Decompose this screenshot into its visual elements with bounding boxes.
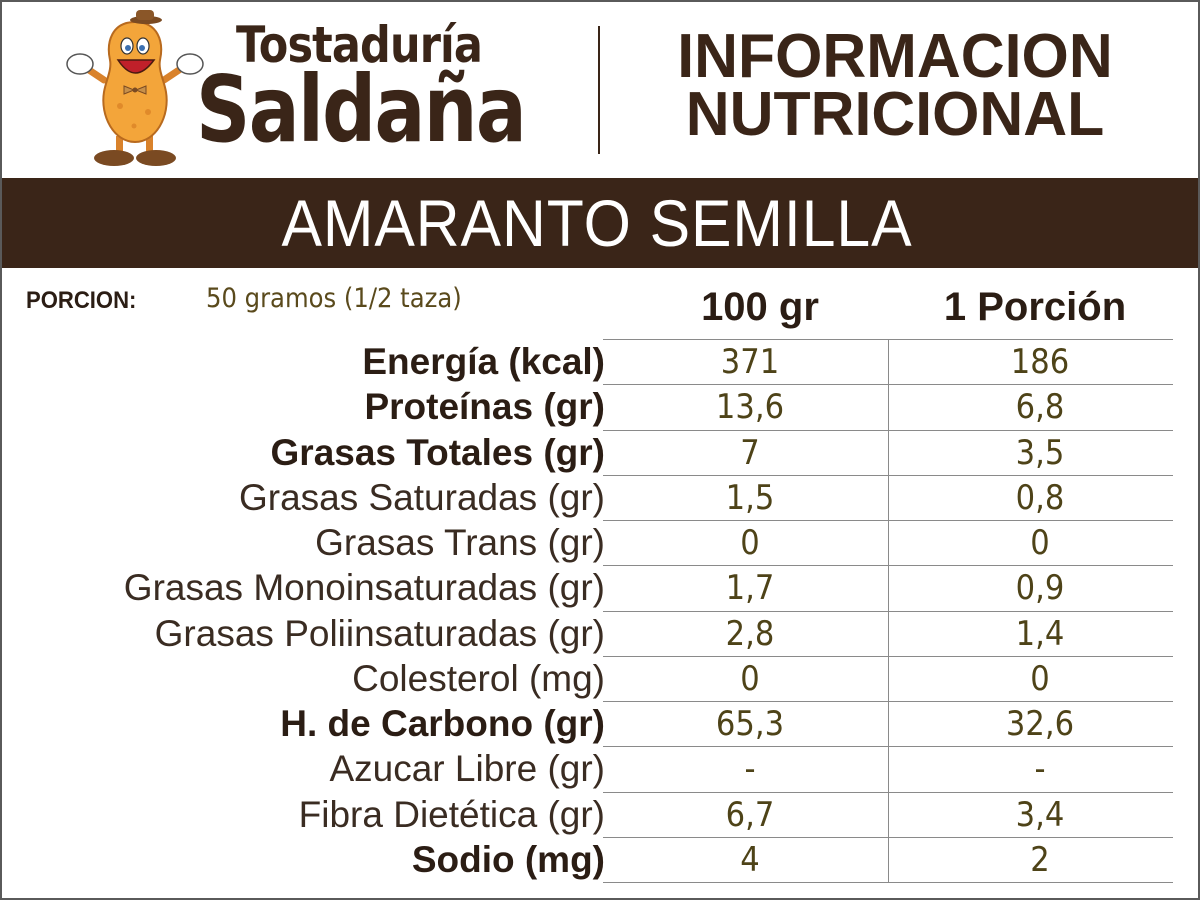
nutrient-label: Energía (kcal) xyxy=(362,341,605,382)
column-header-portion: 1 Porción xyxy=(943,285,1127,329)
peanut-mascot-icon xyxy=(66,10,204,166)
table-row: H. de Carbono (gr) 65,3 32,6 xyxy=(0,701,1200,746)
nutrient-label: Grasas Saturadas (gr) xyxy=(238,476,605,518)
brand-name-top: Tostaduría xyxy=(236,16,483,74)
column-separator xyxy=(888,339,889,882)
value-per-100: 2,8 xyxy=(725,613,775,654)
nutrient-label: Colesterol (mg) xyxy=(352,657,605,699)
portion-value: 50 gramos (1/2 taza) xyxy=(206,283,462,314)
value-per-portion: 0,8 xyxy=(1015,477,1065,518)
table-row: Proteínas (gr) 13,6 6,8 xyxy=(0,384,1200,429)
table-row: Grasas Totales (gr) 7 3,5 xyxy=(0,429,1200,475)
value-per-portion: 1,4 xyxy=(1015,613,1065,654)
value-per-portion: - xyxy=(1034,749,1046,790)
table-row: Grasas Monoinsaturadas (gr) 1,7 0,9 xyxy=(0,565,1200,610)
nutrition-table: Energía (kcal) 371 186 Proteínas (gr) 13… xyxy=(0,339,1200,882)
value-per-100: 1,7 xyxy=(725,568,775,609)
portion-label: PORCION: xyxy=(26,287,137,314)
product-name: AMARANTO SEMILLA xyxy=(281,186,913,260)
table-row: Energía (kcal) 371 186 xyxy=(0,339,1200,384)
value-per-portion: 186 xyxy=(1010,342,1070,382)
brand-name-main: Saldaña xyxy=(196,56,527,163)
table-row: Grasas Trans (gr) 0 0 xyxy=(0,520,1200,565)
table-bottom-rule xyxy=(603,882,1173,883)
column-header-100gr: 100 gr xyxy=(701,285,819,329)
nutrient-label: Grasas Trans (gr) xyxy=(315,522,605,563)
nutrient-label: Azucar Libre (gr) xyxy=(329,748,605,790)
value-per-portion: 0 xyxy=(1030,658,1050,699)
page-title-line1: INFORMACION xyxy=(677,22,1113,91)
page-title-line2: NUTRICIONAL xyxy=(685,80,1105,149)
nutrient-label: H. de Carbono (gr) xyxy=(280,703,605,744)
nutrient-label: Grasas Totales (gr) xyxy=(270,431,605,473)
nutrient-label: Sodio (mg) xyxy=(411,838,605,880)
value-per-100: 371 xyxy=(720,342,780,382)
nutrient-label: Grasas Monoinsaturadas (gr) xyxy=(123,567,605,609)
product-band: AMARANTO SEMILLA xyxy=(0,178,1200,268)
value-per-100: - xyxy=(744,749,756,790)
brand-logo: Tostaduría Saldaña xyxy=(190,12,550,172)
table-row: Fibra Dietética (gr) 6,7 3,4 xyxy=(0,791,1200,837)
value-per-portion: 6,8 xyxy=(1015,387,1065,428)
table-row: Sodio (mg) 4 2 xyxy=(0,836,1200,882)
value-per-100: 4 xyxy=(740,839,760,880)
nutrient-label: Proteínas (gr) xyxy=(364,386,605,428)
nutrient-label: Fibra Dietética (gr) xyxy=(298,793,605,835)
value-per-100: 65,3 xyxy=(715,704,785,744)
table-row: Colesterol (mg) 0 0 xyxy=(0,655,1200,701)
table-row: Azucar Libre (gr) - - xyxy=(0,746,1200,791)
table-row: Grasas Poliinsaturadas (gr) 2,8 1,4 xyxy=(0,610,1200,656)
value-per-100: 6,7 xyxy=(725,794,775,835)
value-per-portion: 3,4 xyxy=(1015,794,1065,835)
table-row: Grasas Saturadas (gr) 1,5 0,8 xyxy=(0,474,1200,520)
header-divider xyxy=(598,26,600,154)
value-per-100: 13,6 xyxy=(715,387,785,428)
nutrient-label: Grasas Poliinsaturadas (gr) xyxy=(154,612,605,654)
page-title: INFORMACION NUTRICIONAL xyxy=(620,22,1170,149)
value-per-portion: 0 xyxy=(1030,523,1050,563)
header: Tostaduría Saldaña INFORMACION NUTRICION… xyxy=(0,0,1200,178)
value-per-100: 0 xyxy=(740,658,760,699)
value-per-portion: 3,5 xyxy=(1015,432,1065,473)
value-per-portion: 0,9 xyxy=(1015,568,1065,609)
value-per-100: 0 xyxy=(740,523,760,563)
value-per-100: 7 xyxy=(740,432,760,473)
value-per-portion: 2 xyxy=(1030,839,1050,880)
value-per-portion: 32,6 xyxy=(1005,704,1075,744)
value-per-100: 1,5 xyxy=(725,477,775,518)
